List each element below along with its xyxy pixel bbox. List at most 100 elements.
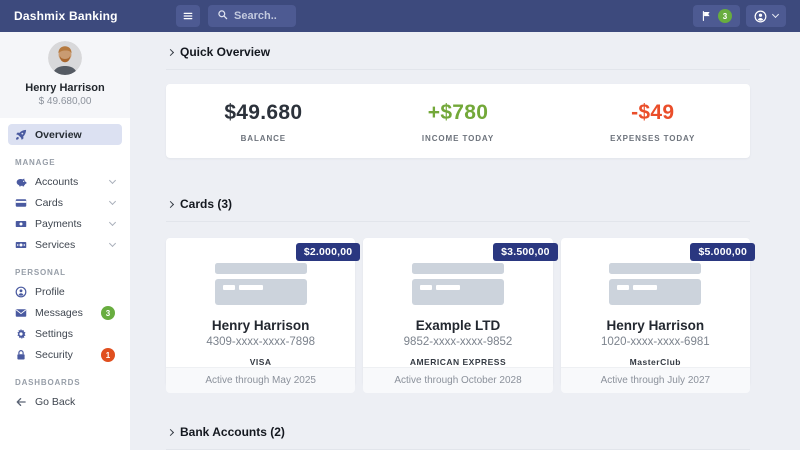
user-name: Henry Harrison bbox=[25, 82, 105, 94]
card-amount-badge: $3.500,00 bbox=[493, 243, 558, 261]
banknote-icon bbox=[15, 218, 28, 231]
rocket-icon bbox=[15, 128, 28, 141]
card-holder: Henry Harrison bbox=[211, 318, 310, 333]
lock-icon bbox=[15, 349, 28, 362]
stat-value: -$49 bbox=[631, 101, 675, 124]
quick-overview-card: $49.680 BALANCE +$780 INCOME TODAY -$49 … bbox=[166, 84, 750, 158]
sidebar-item-go-back[interactable]: Go Back bbox=[8, 392, 122, 412]
sidebar-section-personal: PERSONAL bbox=[15, 268, 66, 277]
card-brand: VISA bbox=[249, 357, 272, 367]
sidebar-item-label: Accounts bbox=[35, 176, 79, 188]
section-title: Bank Accounts (2) bbox=[180, 425, 285, 439]
stat-income: +$780 INCOME TODAY bbox=[361, 101, 556, 143]
sidebar-item-profile[interactable]: Profile bbox=[8, 282, 122, 302]
card-amount-badge: $2.000,00 bbox=[295, 243, 361, 261]
credit-card-icon bbox=[411, 263, 504, 305]
sidebar-item-overview[interactable]: Overview bbox=[8, 124, 122, 145]
sidebar-user-block: Henry Harrison $ 49.680,00 bbox=[0, 32, 130, 118]
stat-label: BALANCE bbox=[240, 134, 287, 143]
credit-card-icon bbox=[214, 263, 307, 305]
search-bar[interactable] bbox=[208, 5, 296, 27]
chevron-down-icon bbox=[771, 10, 780, 19]
section-head-quick-overview[interactable]: Quick Overview bbox=[166, 32, 750, 70]
stat-balance: $49.680 BALANCE bbox=[166, 101, 361, 143]
chevron-right-icon bbox=[166, 428, 175, 437]
user-menu-button[interactable] bbox=[746, 5, 786, 27]
section-title: Cards (3) bbox=[180, 197, 233, 211]
chevron-down-icon bbox=[108, 197, 117, 206]
sidebar-item-payments[interactable]: Payments bbox=[8, 214, 122, 234]
sidebar-item-label: Overview bbox=[35, 128, 82, 141]
card-validity: Active through May 2025 bbox=[166, 367, 356, 393]
sidebar-item-label: Messages bbox=[35, 307, 83, 319]
sidebar-item-messages[interactable]: Messages 3 bbox=[8, 303, 122, 323]
sidebar-toggle-button[interactable] bbox=[176, 5, 200, 27]
hamburger-icon bbox=[182, 10, 194, 22]
chevron-right-icon bbox=[166, 48, 175, 57]
credit-card-icon bbox=[609, 263, 702, 305]
payment-card: $3.500,00 Example LTD 9852-xxxx-xxxx-985… bbox=[363, 238, 558, 393]
credit-card-icon bbox=[15, 197, 28, 210]
stat-expenses: -$49 EXPENSES TODAY bbox=[555, 101, 750, 143]
payment-card: $5.000,00 Henry Harrison 1020-xxxx-xxxx-… bbox=[560, 238, 755, 393]
person-circle-icon bbox=[15, 286, 28, 299]
sidebar-item-security[interactable]: Security 1 bbox=[8, 345, 122, 365]
sidebar-section-manage: MANAGE bbox=[15, 158, 56, 167]
sidebar-item-services[interactable]: Services bbox=[8, 235, 122, 255]
section-head-cards[interactable]: Cards (3) bbox=[166, 184, 750, 222]
arrow-left-icon bbox=[15, 396, 28, 409]
piggy-bank-icon bbox=[15, 176, 28, 189]
sidebar-section-dashboards: DASHBOARDS bbox=[15, 378, 81, 387]
chevron-right-icon bbox=[166, 200, 175, 209]
envelope-icon bbox=[15, 307, 28, 320]
card-brand: MasterClub bbox=[629, 357, 681, 367]
messages-count-badge: 3 bbox=[101, 306, 115, 320]
sidebar-item-label: Cards bbox=[35, 197, 64, 209]
stat-value: $49.680 bbox=[224, 101, 303, 124]
section-head-bank-accounts[interactable]: Bank Accounts (2) bbox=[166, 412, 750, 450]
banknote-icon bbox=[15, 239, 28, 252]
notifications-button[interactable]: 3 bbox=[693, 5, 740, 27]
sidebar-item-settings[interactable]: Settings bbox=[8, 324, 122, 344]
section-title: Quick Overview bbox=[180, 45, 271, 59]
sidebar-item-label: Profile bbox=[35, 286, 65, 298]
person-circle-icon bbox=[754, 10, 767, 23]
card-validity: Active through July 2027 bbox=[560, 367, 750, 393]
chevron-down-icon bbox=[108, 176, 117, 185]
search-icon bbox=[217, 7, 228, 25]
user-balance: $ 49.680,00 bbox=[38, 96, 92, 107]
security-count-badge: 1 bbox=[101, 348, 115, 362]
sidebar-item-label: Payments bbox=[35, 218, 82, 230]
chevron-down-icon bbox=[108, 218, 117, 227]
cards-grid: $2.000,00 Henry Harrison 4309-xxxx-xxxx-… bbox=[166, 238, 755, 393]
sidebar-item-cards[interactable]: Cards bbox=[8, 193, 122, 213]
sidebar-item-label: Security bbox=[35, 349, 73, 361]
gear-icon bbox=[15, 328, 28, 341]
card-number: 9852-xxxx-xxxx-9852 bbox=[403, 336, 513, 348]
sidebar-nav: Overview MANAGE Accounts Cards Payments bbox=[0, 118, 130, 412]
notifications-count-badge: 3 bbox=[718, 9, 732, 23]
sidebar-item-label: Settings bbox=[35, 328, 73, 340]
card-brand: AMERICAN EXPRESS bbox=[409, 357, 507, 367]
card-number: 4309-xxxx-xxxx-7898 bbox=[206, 336, 315, 348]
chevron-down-icon bbox=[108, 239, 117, 248]
avatar[interactable] bbox=[48, 41, 82, 75]
stat-label: EXPENSES TODAY bbox=[610, 134, 696, 143]
stat-value: +$780 bbox=[427, 101, 489, 124]
payment-card: $2.000,00 Henry Harrison 4309-xxxx-xxxx-… bbox=[166, 238, 361, 393]
flag-icon bbox=[701, 10, 712, 22]
top-navbar: Dashmix Banking 3 bbox=[0, 0, 800, 32]
card-holder: Example LTD bbox=[415, 318, 501, 333]
card-number: 1020-xxxx-xxxx-6981 bbox=[600, 336, 710, 348]
card-holder: Henry Harrison bbox=[606, 318, 705, 333]
search-input[interactable] bbox=[234, 10, 292, 22]
brand-title: Dashmix Banking bbox=[14, 9, 118, 23]
card-amount-badge: $5.000,00 bbox=[690, 243, 755, 261]
sidebar-item-label: Services bbox=[35, 239, 76, 251]
main-content: Quick Overview $49.680 BALANCE +$780 INC… bbox=[130, 32, 800, 450]
stat-label: INCOME TODAY bbox=[421, 134, 495, 143]
card-validity: Active through October 2028 bbox=[363, 367, 553, 393]
sidebar-item-accounts[interactable]: Accounts bbox=[8, 172, 122, 192]
sidebar-item-label: Go Back bbox=[35, 396, 76, 408]
sidebar: Henry Harrison $ 49.680,00 Overview MANA… bbox=[0, 32, 130, 450]
